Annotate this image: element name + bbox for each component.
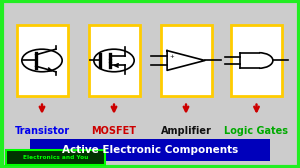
Text: Transistor: Transistor bbox=[14, 126, 70, 136]
FancyBboxPatch shape bbox=[6, 150, 105, 165]
FancyBboxPatch shape bbox=[30, 139, 270, 161]
Text: Active Electronic Components: Active Electronic Components bbox=[62, 145, 238, 155]
Text: +: + bbox=[170, 54, 175, 59]
Text: MOSFET: MOSFET bbox=[92, 126, 136, 136]
FancyBboxPatch shape bbox=[16, 25, 68, 96]
Text: Electronics and You: Electronics and You bbox=[23, 155, 88, 160]
FancyBboxPatch shape bbox=[231, 25, 282, 96]
FancyBboxPatch shape bbox=[88, 25, 140, 96]
FancyBboxPatch shape bbox=[160, 25, 211, 96]
Text: Logic Gates: Logic Gates bbox=[224, 126, 289, 136]
Text: Amplifier: Amplifier bbox=[160, 126, 211, 136]
